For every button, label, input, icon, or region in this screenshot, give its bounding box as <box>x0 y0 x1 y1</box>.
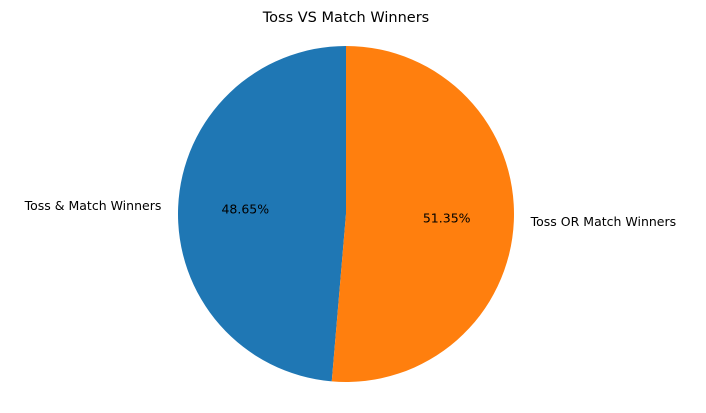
slice-percent-label-1: 48.65% <box>221 202 269 217</box>
slice-category-label-1: Toss & Match Winners <box>24 198 162 213</box>
slice-category-label-2: Toss OR Match Winners <box>530 214 677 229</box>
pie-slice-1 <box>178 46 346 382</box>
slice-percent-label-2: 51.35% <box>423 210 471 225</box>
pie-slice-2 <box>331 46 514 383</box>
pie-slices <box>178 46 514 383</box>
pie-labels: 48.65% Toss & Match Winners 51.35% Toss OR … <box>24 198 677 229</box>
chart-title: Toss VS Match Winners <box>262 10 429 26</box>
